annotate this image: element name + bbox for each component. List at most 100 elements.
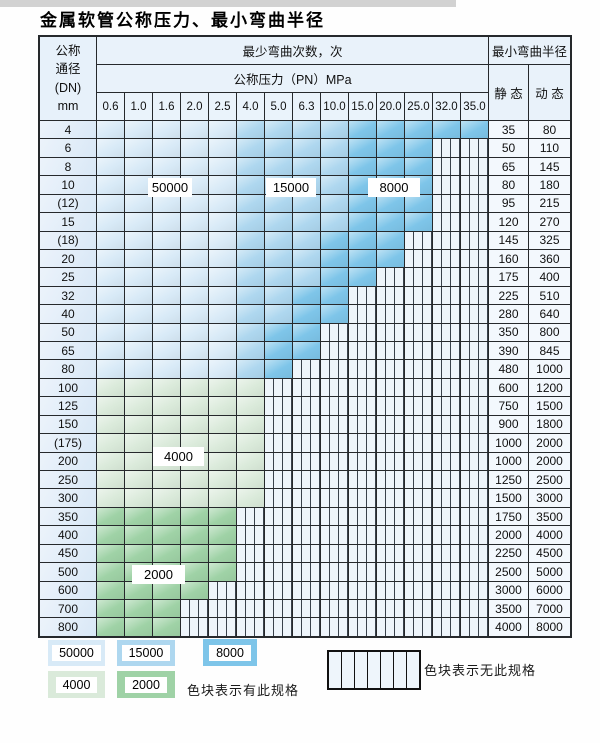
spec-cell (125, 452, 152, 471)
spec-cell (209, 268, 236, 286)
spec-cell (377, 121, 404, 139)
no-spec-cell (405, 249, 432, 268)
pn-header-cell: 25.0 (405, 93, 432, 120)
no-spec-cell (405, 544, 432, 563)
spec-cell (97, 471, 124, 489)
spec-cell (209, 378, 236, 397)
no-spec-cell (377, 268, 404, 286)
no-spec-cell (377, 342, 404, 360)
no-spec-cell (461, 563, 488, 581)
no-spec-cell (405, 599, 432, 618)
dn-cell: 450 (40, 544, 96, 563)
spec-cell (181, 268, 208, 286)
spec-cell (405, 194, 432, 213)
static-value-cell: 35 (489, 121, 528, 139)
no-spec-cell (405, 268, 432, 286)
spec-cell (97, 397, 124, 415)
spec-cell (209, 176, 236, 194)
spec-cell (97, 526, 124, 544)
pn-header-cell: 35.0 (461, 93, 488, 120)
spec-cell (125, 434, 152, 452)
no-spec-cell (433, 360, 460, 378)
no-spec-cell (293, 526, 320, 544)
spec-cell (97, 581, 124, 599)
no-spec-cell (461, 471, 488, 489)
spec-cell (209, 489, 236, 507)
spec-cell (209, 452, 236, 471)
spec-cell (293, 121, 320, 139)
spec-cell (209, 194, 236, 213)
dn-cell: 25 (40, 268, 96, 286)
no-spec-cell (405, 231, 432, 249)
static-value-cell: 65 (489, 157, 528, 176)
no-spec-cell (433, 249, 460, 268)
no-spec-cell (237, 507, 264, 526)
spec-cell (97, 176, 124, 194)
spec-cell (209, 286, 236, 305)
spec-cell (209, 415, 236, 434)
spec-cell (209, 323, 236, 342)
no-spec-cell (433, 323, 460, 342)
spec-cell (125, 249, 152, 268)
spec-cell (349, 268, 376, 286)
spec-cell (405, 121, 432, 139)
spec-cell (377, 139, 404, 157)
zone-label-4000: 4000 (153, 447, 204, 466)
spec-cell (181, 397, 208, 415)
no-spec-cell (237, 544, 264, 563)
spec-cell (209, 213, 236, 231)
static-value-cell: 2500 (489, 563, 528, 581)
spec-cell (237, 397, 264, 415)
dynamic-value-cell: 6000 (529, 581, 570, 599)
no-spec-cell (265, 581, 292, 599)
no-spec-cell (461, 305, 488, 323)
spec-cell (293, 305, 320, 323)
spec-cell (293, 157, 320, 176)
spec-cell (237, 323, 264, 342)
spec-cell (237, 471, 264, 489)
no-spec-cell (461, 360, 488, 378)
spec-cell (349, 121, 376, 139)
spec-cell (125, 489, 152, 507)
spec-cell (293, 139, 320, 157)
no-spec-cell (461, 268, 488, 286)
spec-cell (181, 157, 208, 176)
spec-cell (321, 213, 348, 231)
spec-cell (153, 378, 180, 397)
no-spec-cell (377, 599, 404, 618)
no-spec-cell (461, 342, 488, 360)
spec-cell (125, 157, 152, 176)
dn-header-line: 通径 (55, 62, 81, 77)
spec-cell (349, 194, 376, 213)
no-spec-cell (405, 471, 432, 489)
legend-swatch-8000-label: 8000 (209, 644, 251, 661)
spec-cell (125, 231, 152, 249)
spec-cell (265, 231, 292, 249)
pressure-header: 公称压力（PN）MPa (97, 65, 488, 92)
dynamic-value-cell: 2000 (529, 452, 570, 471)
no-spec-cell (433, 599, 460, 618)
no-spec-cell (349, 342, 376, 360)
spec-cell (237, 268, 264, 286)
no-spec-cell (293, 452, 320, 471)
no-spec-cell (293, 599, 320, 618)
no-spec-cell (265, 434, 292, 452)
spec-cell (153, 507, 180, 526)
dynamic-value-cell: 4000 (529, 526, 570, 544)
dn-header-line: 公称 (55, 44, 81, 59)
spec-cell (405, 213, 432, 231)
spec-cell (209, 507, 236, 526)
spec-cell (153, 489, 180, 507)
no-spec-cell (377, 452, 404, 471)
dn-header-line: (DN) (54, 80, 82, 95)
no-spec-cell (237, 526, 264, 544)
spec-cell (237, 434, 264, 452)
dynamic-value-cell: 110 (529, 139, 570, 157)
legend-swatch-50000: 50000 (48, 640, 105, 666)
spec-cell (181, 471, 208, 489)
spec-cell (377, 249, 404, 268)
spec-cell (321, 249, 348, 268)
spec-cell (265, 286, 292, 305)
spec-cell (349, 231, 376, 249)
no-spec-cell (433, 434, 460, 452)
